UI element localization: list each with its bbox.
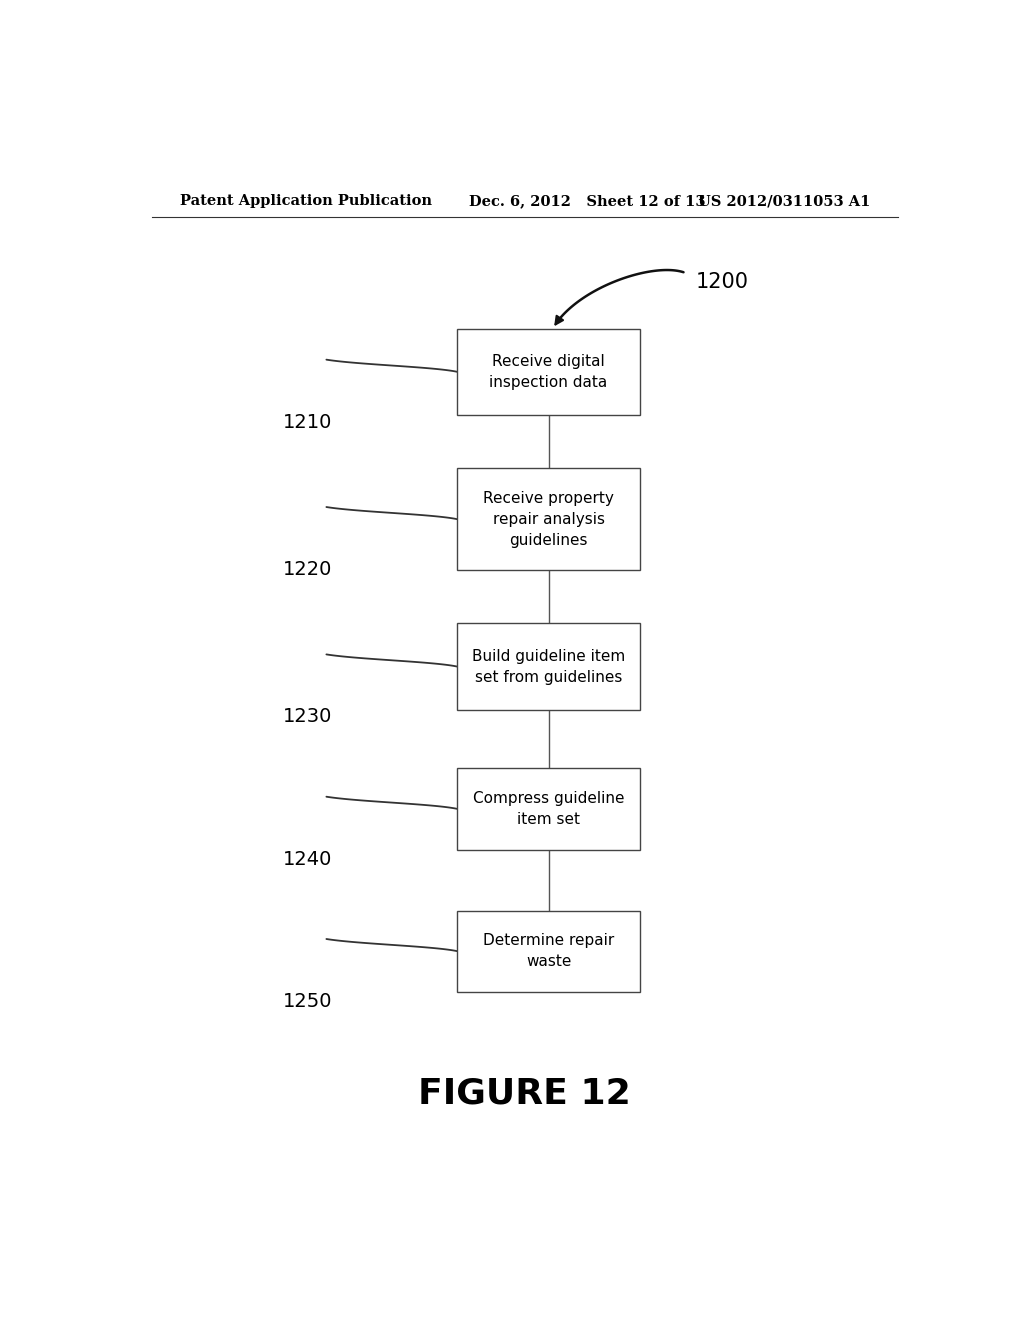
Text: Determine repair
waste: Determine repair waste: [483, 933, 614, 969]
Text: Receive property
repair analysis
guidelines: Receive property repair analysis guideli…: [483, 491, 614, 548]
Text: US 2012/0311053 A1: US 2012/0311053 A1: [697, 194, 870, 209]
Text: 1210: 1210: [283, 412, 332, 432]
Bar: [458, 911, 640, 991]
Text: Compress guideline
item set: Compress guideline item set: [473, 791, 625, 826]
Text: Dec. 6, 2012   Sheet 12 of 13: Dec. 6, 2012 Sheet 12 of 13: [469, 194, 706, 209]
Text: 1240: 1240: [283, 850, 332, 869]
Bar: [458, 768, 640, 850]
Text: 1220: 1220: [283, 560, 332, 579]
Text: FIGURE 12: FIGURE 12: [419, 1077, 631, 1110]
Bar: [458, 469, 640, 570]
Text: Receive digital
inspection data: Receive digital inspection data: [489, 354, 607, 389]
Text: 1250: 1250: [283, 991, 332, 1011]
Bar: [458, 623, 640, 710]
Text: 1200: 1200: [695, 272, 749, 293]
Text: Build guideline item
set from guidelines: Build guideline item set from guidelines: [472, 648, 626, 685]
Text: Patent Application Publication: Patent Application Publication: [179, 194, 431, 209]
Bar: [458, 329, 640, 414]
Text: 1230: 1230: [283, 708, 332, 726]
